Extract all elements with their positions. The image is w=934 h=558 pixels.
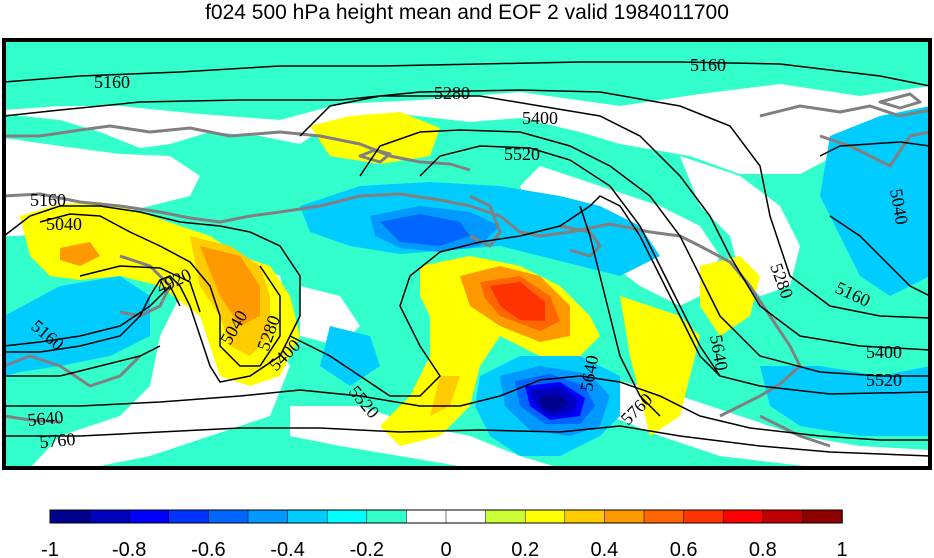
colorbar-swatch (564, 509, 606, 524)
contour-label: 5160 (690, 55, 726, 75)
map-frame (2, 38, 932, 470)
contour-label: 5280 (434, 83, 470, 103)
height-contours (4, 61, 930, 457)
contour-label: 5520 (504, 144, 540, 164)
colorbar-swatch (326, 509, 368, 524)
colorbar-tick-label: 0.4 (590, 539, 618, 558)
colorbar-swatch (762, 509, 804, 524)
colorbar-swatch (524, 509, 566, 524)
contour-label: 5160 (30, 190, 66, 210)
contour-label: 5400 (866, 342, 902, 362)
colorbar-tick-labels: -1 -0.8 -0.6 -0.4 -0.2 0 0.2 0.4 0.6 0.8 1 (41, 539, 847, 558)
colorbar-tick-label: -1 (41, 539, 59, 558)
colorbar-swatch (643, 509, 685, 524)
colorbar-swatch (802, 509, 843, 524)
colorbar-tick-label: 0.8 (749, 539, 777, 558)
contour-label: 5400 (522, 108, 558, 128)
colorbar-tick-label: -0.2 (350, 539, 384, 558)
colorbar-tick-label: 0.2 (511, 539, 539, 558)
colorbar-tick-label: 1 (836, 539, 847, 558)
map-title: f024 500 hPa height mean and EOF 2 valid… (205, 1, 729, 24)
colorbar-swatch (49, 509, 91, 524)
colorbar-tick-label: 0.6 (670, 539, 698, 558)
colorbar-swatch (287, 509, 328, 524)
colorbar-tick-label: -0.8 (112, 539, 146, 558)
colorbar-swatch (247, 509, 289, 524)
contour-label: 5760 (39, 429, 77, 452)
contour-labels: 5160 5160 5280 5400 5520 5160 5040 4920 … (27, 55, 912, 452)
colorbar-swatch (722, 509, 764, 524)
positive-anomaly-regions (20, 112, 760, 446)
negative-anomaly-regions (4, 106, 930, 456)
colorbar-frame (49, 509, 843, 524)
colorbar-swatch (485, 509, 526, 524)
coastlines (4, 92, 930, 448)
colorbar-swatch (168, 509, 210, 524)
colorbar-tick-label: -0.4 (270, 539, 304, 558)
colorbar-tick-label: -0.6 (191, 539, 225, 558)
colorbar-swatches (49, 509, 843, 524)
colorbar-swatch (445, 509, 487, 524)
contour-label: 5160 (94, 72, 130, 92)
colorbar-swatch (604, 509, 645, 524)
colorbar: -1 -0.8 -0.6 -0.4 -0.2 0 0.2 0.4 0.6 0.8 1 (41, 509, 848, 558)
contour-label: 5040 (46, 214, 82, 234)
colorbar-swatch (128, 509, 170, 524)
colorbar-swatch (406, 509, 447, 524)
colorbar-swatch (89, 509, 130, 524)
colorbar-swatch (366, 509, 408, 524)
colorbar-swatch (208, 509, 249, 524)
eof-map: 5160 5160 5280 5400 5520 5160 5040 4920 … (2, 38, 932, 470)
colorbar-tick-label: 0 (440, 539, 451, 558)
colorbar-swatch (683, 509, 724, 524)
contour-label: 5640 (27, 407, 65, 430)
contour-label: 5520 (866, 370, 902, 390)
